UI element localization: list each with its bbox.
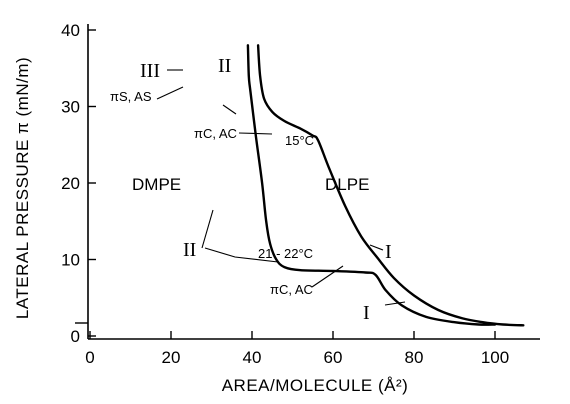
- annotations: III πS, AS II πC, AC 15°C DMPE DLPE II 2…: [110, 55, 392, 324]
- x-tick-label: 100: [481, 348, 509, 367]
- phase-II-dlpe-label: II: [218, 55, 231, 77]
- y-axis-title: LATERAL PRESSURE π (mN/m): [13, 57, 32, 319]
- series-line-dmpe: [246, 44, 497, 326]
- pointer-pis-as: [156, 86, 184, 100]
- pointer-I-dmpe: [384, 301, 406, 306]
- x-ticks: 0 20 40 60 80 100: [85, 331, 509, 367]
- pointer-I-dlpe: [369, 244, 384, 251]
- phase-I-dlpe-label: I: [385, 241, 392, 263]
- y-tick-label: 10: [61, 251, 80, 270]
- pic-ac-dlpe-label: πC, AC: [194, 126, 237, 141]
- phase-I-dmpe-label: I: [363, 302, 370, 324]
- series-line-dlpe: [256, 44, 525, 327]
- pointer-II-dlpe: [222, 104, 237, 115]
- y-tick-label: 20: [61, 174, 80, 193]
- pointer-pic-ac-dlpe: [238, 132, 273, 135]
- annotation-pointers: [156, 69, 406, 306]
- phase-III-label: III: [140, 60, 160, 82]
- pointer-II-dmpe-upper: [201, 209, 214, 249]
- x-tick-label: 0: [85, 348, 94, 367]
- x-axis-title: AREA/MOLECULE (Å²): [222, 376, 409, 395]
- pointer-pic-ac-dmpe: [311, 265, 344, 288]
- series-curves: [246, 44, 525, 327]
- x-tick-label: 20: [162, 348, 181, 367]
- dlpe-series-label: DLPE: [325, 175, 369, 194]
- dlpe-temperature-label: 15°C: [285, 133, 314, 148]
- y-tick-label: 40: [61, 21, 80, 40]
- dmpe-temperature-label: 21 - 22°C: [258, 246, 313, 261]
- pointer-II-dmpe-lower: [204, 247, 279, 263]
- y-tick-label: 30: [61, 98, 80, 117]
- phase-II-dmpe-label: II: [183, 239, 196, 261]
- pic-ac-dmpe-label: πC, AC: [270, 282, 313, 297]
- pis-as-label: πS, AS: [110, 89, 152, 104]
- y-tick-label: 0: [71, 327, 80, 346]
- y-ticks: 0 10 20 30 40: [61, 21, 96, 346]
- axes: [75, 24, 540, 340]
- x-tick-label: 60: [324, 348, 343, 367]
- x-tick-label: 40: [243, 348, 262, 367]
- dmpe-series-label: DMPE: [132, 175, 181, 194]
- x-tick-label: 80: [405, 348, 424, 367]
